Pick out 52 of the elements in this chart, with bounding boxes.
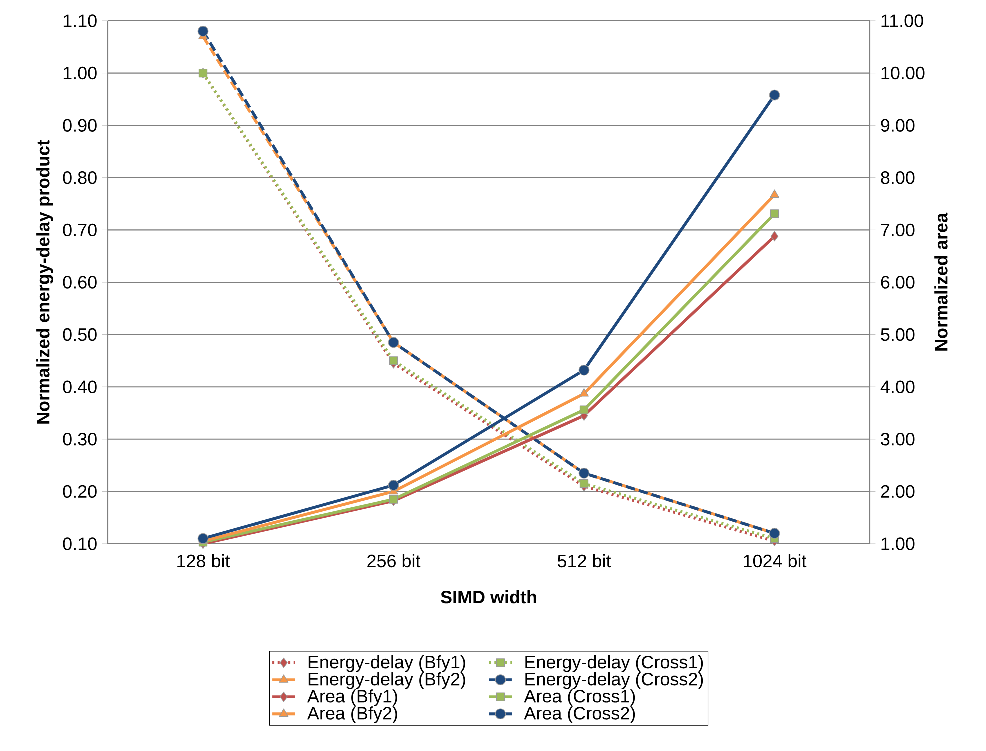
- y2-tick-label: 3.00: [881, 433, 915, 446]
- point: [578, 468, 590, 479]
- x-tick-label: 256 bit: [368, 554, 421, 568]
- legend-label: Area (Cross2): [524, 706, 636, 724]
- y2-axis-title: Normalized area: [934, 212, 948, 351]
- y-tick-label: 0.70: [63, 224, 97, 237]
- point: [580, 406, 589, 414]
- point: [388, 480, 400, 491]
- y-tick-label: 1.00: [64, 66, 97, 80]
- legend-label: Energy-delay (Cross1): [526, 655, 704, 672]
- point: [770, 210, 780, 218]
- y-tick-label: 0.30: [63, 433, 97, 446]
- y2-tick-label: 11.00: [882, 14, 924, 28]
- y-tick-label: 0.10: [63, 538, 97, 550]
- point: [580, 480, 589, 488]
- point: [388, 337, 400, 348]
- y2-tick-label: 2.00: [881, 485, 915, 498]
- point: [389, 495, 398, 504]
- y2-tick-label: 5.00: [881, 328, 915, 342]
- y2-tick-label: 8.00: [881, 172, 915, 184]
- legend-label: Area (Cross1): [524, 690, 636, 706]
- y-tick-label: 0.50: [63, 328, 97, 342]
- point: [769, 90, 780, 101]
- point: [198, 533, 209, 544]
- x-tick-label: 128 bit: [178, 554, 230, 568]
- legend-label: Energy-delay (Cross2): [526, 672, 704, 690]
- y-tick-label: 0.60: [63, 276, 97, 289]
- point: [389, 356, 398, 366]
- y2-tick-label: 6.00: [881, 276, 915, 289]
- y-tick-label: 1.10: [64, 14, 97, 28]
- y-tick-label: 0.40: [63, 380, 97, 394]
- point: [770, 190, 780, 198]
- y-tick-label: 0.90: [63, 119, 97, 132]
- point: [578, 364, 590, 376]
- x-tick-label: 1024 bit: [744, 554, 807, 568]
- y-tick-label: 0.80: [63, 172, 97, 184]
- legend-label: Energy-delay (Bfy2): [308, 672, 466, 690]
- point: [769, 528, 780, 539]
- legend-label: Area (Bfy1): [307, 690, 398, 706]
- point: [770, 231, 779, 242]
- x-axis-title: SIMD width: [441, 590, 536, 604]
- y-axis-title: Normalized energy-delay product: [36, 140, 54, 424]
- legend-label: Area (Bfy2): [307, 706, 398, 724]
- x-tick-label: 512 bit: [558, 554, 612, 568]
- legend-label: Energy-delay (Bfy1): [308, 655, 466, 672]
- y2-tick-label: 9.00: [881, 119, 915, 132]
- y2-tick-label: 1.00: [882, 538, 915, 550]
- y2-tick-label: 4.00: [880, 380, 915, 394]
- y2-tick-label: 7.00: [881, 224, 915, 237]
- y-tick-label: 0.20: [63, 485, 97, 498]
- point: [580, 388, 589, 397]
- y2-tick-label: 10.00: [882, 66, 925, 80]
